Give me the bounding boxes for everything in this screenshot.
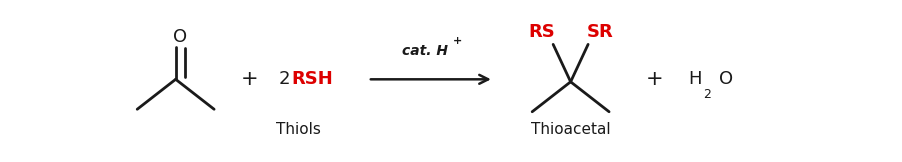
Text: cat. H: cat. H <box>402 44 448 58</box>
Text: RS: RS <box>528 23 555 41</box>
Text: +: + <box>453 36 462 46</box>
Text: RSH: RSH <box>291 70 333 88</box>
Text: +: + <box>646 69 663 89</box>
Text: O: O <box>173 28 187 46</box>
Text: 2: 2 <box>279 70 290 88</box>
Text: 2: 2 <box>703 88 711 101</box>
Text: Thioacetal: Thioacetal <box>530 122 611 137</box>
Text: O: O <box>719 70 733 88</box>
Text: H: H <box>688 70 702 88</box>
Text: Thiols: Thiols <box>275 122 320 137</box>
Text: +: + <box>240 69 258 89</box>
Text: SR: SR <box>586 23 613 41</box>
